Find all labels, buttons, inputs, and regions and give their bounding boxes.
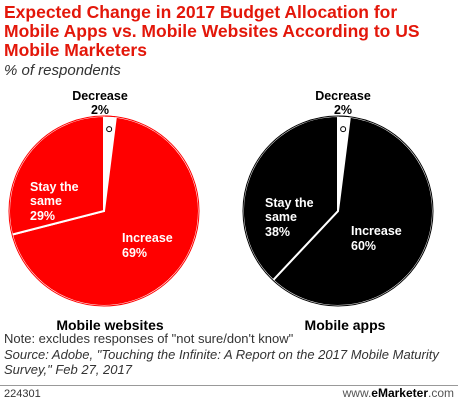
pie-mobile-apps bbox=[242, 114, 434, 307]
app-decrease-value: 2% bbox=[334, 103, 352, 117]
emarketer-link[interactable]: www.eMarketer.com bbox=[343, 386, 454, 400]
pie-mobile-websites bbox=[8, 114, 200, 307]
app-stay-value: 38% bbox=[265, 225, 290, 239]
chart-id: 224301 bbox=[4, 388, 41, 400]
app-decrease-label: Decrease bbox=[315, 89, 371, 103]
app-caption: Mobile apps bbox=[305, 317, 386, 333]
source-line: Source: Adobe, "Touching the Infinite: A… bbox=[4, 346, 439, 378]
footer-divider bbox=[0, 385, 458, 386]
app-stay-label-line2: same bbox=[265, 210, 297, 224]
decrease-pointer-dot bbox=[340, 126, 347, 133]
chart-title: Expected Change in 2017 Budget Allocatio… bbox=[4, 2, 420, 60]
pie-outline bbox=[242, 115, 434, 307]
web-increase-value: 69% bbox=[122, 246, 147, 260]
brand-prefix: www. bbox=[342, 386, 372, 400]
web-decrease-value: 2% bbox=[91, 103, 109, 117]
web-decrease-label: Decrease bbox=[72, 89, 128, 103]
pie-outline bbox=[8, 115, 200, 307]
source-note: Note: excludes responses of "not sure/do… bbox=[4, 331, 449, 378]
brand-suffix: .com bbox=[427, 386, 454, 400]
app-increase-value: 60% bbox=[351, 239, 376, 253]
web-increase-label: Increase bbox=[122, 231, 173, 245]
decrease-pointer-dot bbox=[106, 126, 113, 133]
chart-subtitle: % of respondents bbox=[4, 62, 121, 79]
web-stay-value: 29% bbox=[30, 209, 55, 223]
brand-name: eMarketer bbox=[371, 386, 428, 400]
app-stay-label-line1: Stay the bbox=[265, 196, 314, 210]
note-line: Note: excludes responses of "not sure/do… bbox=[4, 331, 294, 346]
web-stay-label-line2: same bbox=[30, 194, 62, 208]
web-stay-label-line1: Stay the bbox=[30, 180, 79, 194]
app-increase-label: Increase bbox=[351, 224, 402, 238]
web-caption: Mobile websites bbox=[56, 317, 164, 333]
